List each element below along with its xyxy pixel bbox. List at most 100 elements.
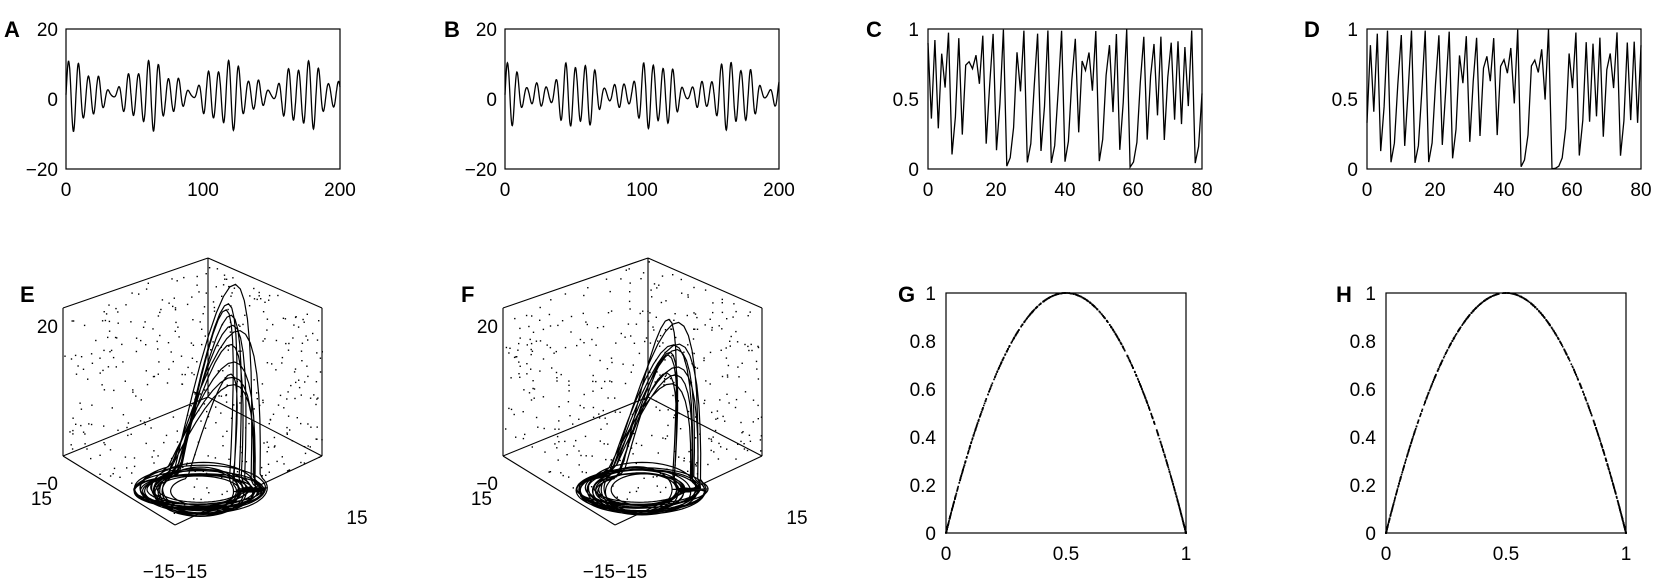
return-map-point <box>1082 297 1084 299</box>
grid-dot <box>703 357 705 359</box>
return-map-points-h <box>1385 292 1627 534</box>
grid-dot <box>200 498 202 501</box>
return-map-point <box>1459 327 1461 329</box>
return-map-point <box>1622 522 1625 524</box>
grid-dot <box>749 440 752 442</box>
return-map-point <box>954 497 956 500</box>
grid-dot <box>640 444 643 447</box>
grid-dot <box>556 447 558 449</box>
xtick-c-1: 20 <box>985 180 1006 201</box>
return-map-point <box>1612 482 1614 485</box>
return-map-point <box>1623 525 1626 528</box>
grid-dot <box>258 295 260 297</box>
return-map-point <box>1128 359 1131 361</box>
return-map-point <box>1169 474 1172 477</box>
grid-dot <box>622 363 624 365</box>
return-map-point <box>969 446 971 448</box>
grid-dot <box>599 440 601 442</box>
grid-dot <box>659 345 661 347</box>
grid-dot <box>693 312 695 314</box>
return-map-point <box>1610 477 1613 480</box>
grid-dot <box>652 476 654 478</box>
grid-dot <box>261 475 263 477</box>
ytick-g-5: 1 <box>925 284 936 305</box>
grid-dot <box>748 434 751 436</box>
grid-dot <box>310 426 312 428</box>
return-map-point <box>952 505 954 508</box>
return-map-point <box>1388 517 1391 520</box>
ztick-e-top: 20 <box>37 317 58 338</box>
return-map-point <box>1080 295 1082 298</box>
panel-a: A 20 0 −20 0 100 200 <box>4 17 356 201</box>
xtick-c-2: 40 <box>1054 180 1075 201</box>
return-map-point <box>1089 301 1091 304</box>
grid-dot <box>607 397 609 399</box>
grid-dot <box>265 474 267 476</box>
return-map-point <box>989 388 991 390</box>
grid-dot <box>659 472 662 475</box>
grid-dot <box>760 435 763 437</box>
grid-dot <box>615 342 617 344</box>
return-map-point <box>1171 481 1174 483</box>
return-map-point <box>1599 438 1601 441</box>
grid-dot <box>683 457 685 459</box>
grid-dot <box>99 473 101 475</box>
return-map-point <box>1543 316 1545 318</box>
return-map-point <box>1176 499 1179 502</box>
return-map-point <box>1159 440 1162 443</box>
grid-dot <box>760 450 762 452</box>
return-map-point <box>957 487 959 489</box>
grid-dot <box>747 345 749 348</box>
grid-dot <box>167 342 170 344</box>
grid-dot <box>639 312 641 315</box>
ztick-f-top: 20 <box>477 317 498 338</box>
grid-dot <box>693 352 695 355</box>
return-map-point <box>1554 333 1557 335</box>
grid-dot <box>584 435 587 438</box>
series-line-b <box>504 61 780 132</box>
grid-dot <box>543 427 545 430</box>
grid-dot <box>64 355 66 357</box>
grid-dot <box>145 442 147 445</box>
grid-dot <box>83 324 86 327</box>
return-map-point <box>1402 467 1405 470</box>
return-map-point <box>1181 517 1184 520</box>
return-map-point <box>1451 340 1454 342</box>
return-map-point <box>1555 334 1557 336</box>
grid-dot <box>272 323 274 326</box>
return-map-point <box>1583 394 1585 396</box>
return-map-point <box>955 492 958 495</box>
return-map-point <box>1486 298 1488 300</box>
return-map-point <box>967 451 970 453</box>
grid-dot <box>276 460 278 463</box>
return-map-point <box>1563 348 1565 351</box>
return-map-point <box>1150 414 1153 417</box>
grid-dot <box>554 428 556 430</box>
return-map-point <box>1546 320 1548 322</box>
return-map-point <box>1561 344 1563 346</box>
xtick-c-0: 0 <box>923 180 934 201</box>
grid-dot <box>300 461 302 464</box>
grid-dot <box>712 302 714 304</box>
grid-dot <box>131 472 133 474</box>
grid-dot <box>158 361 160 363</box>
grid-dot <box>643 477 645 479</box>
grid-dot <box>609 290 611 293</box>
xtick-a-2: 200 <box>324 180 356 201</box>
grid-dot <box>696 462 698 464</box>
return-map-point <box>1548 323 1550 325</box>
grid-dot <box>581 483 583 485</box>
return-map-point <box>1601 446 1604 449</box>
grid-dot <box>221 295 223 297</box>
grid-dot <box>103 442 105 444</box>
grid-dot <box>80 408 83 410</box>
return-map-point <box>1100 313 1103 315</box>
grid-dot <box>726 376 729 378</box>
return-map-point <box>1600 444 1603 446</box>
return-map-point <box>1042 301 1044 303</box>
return-map-point <box>1617 501 1619 504</box>
grid-dot <box>721 311 724 314</box>
grid-dot <box>147 282 149 284</box>
ytick-d-mid: 0.5 <box>1332 90 1358 111</box>
return-map-point <box>1182 521 1185 524</box>
